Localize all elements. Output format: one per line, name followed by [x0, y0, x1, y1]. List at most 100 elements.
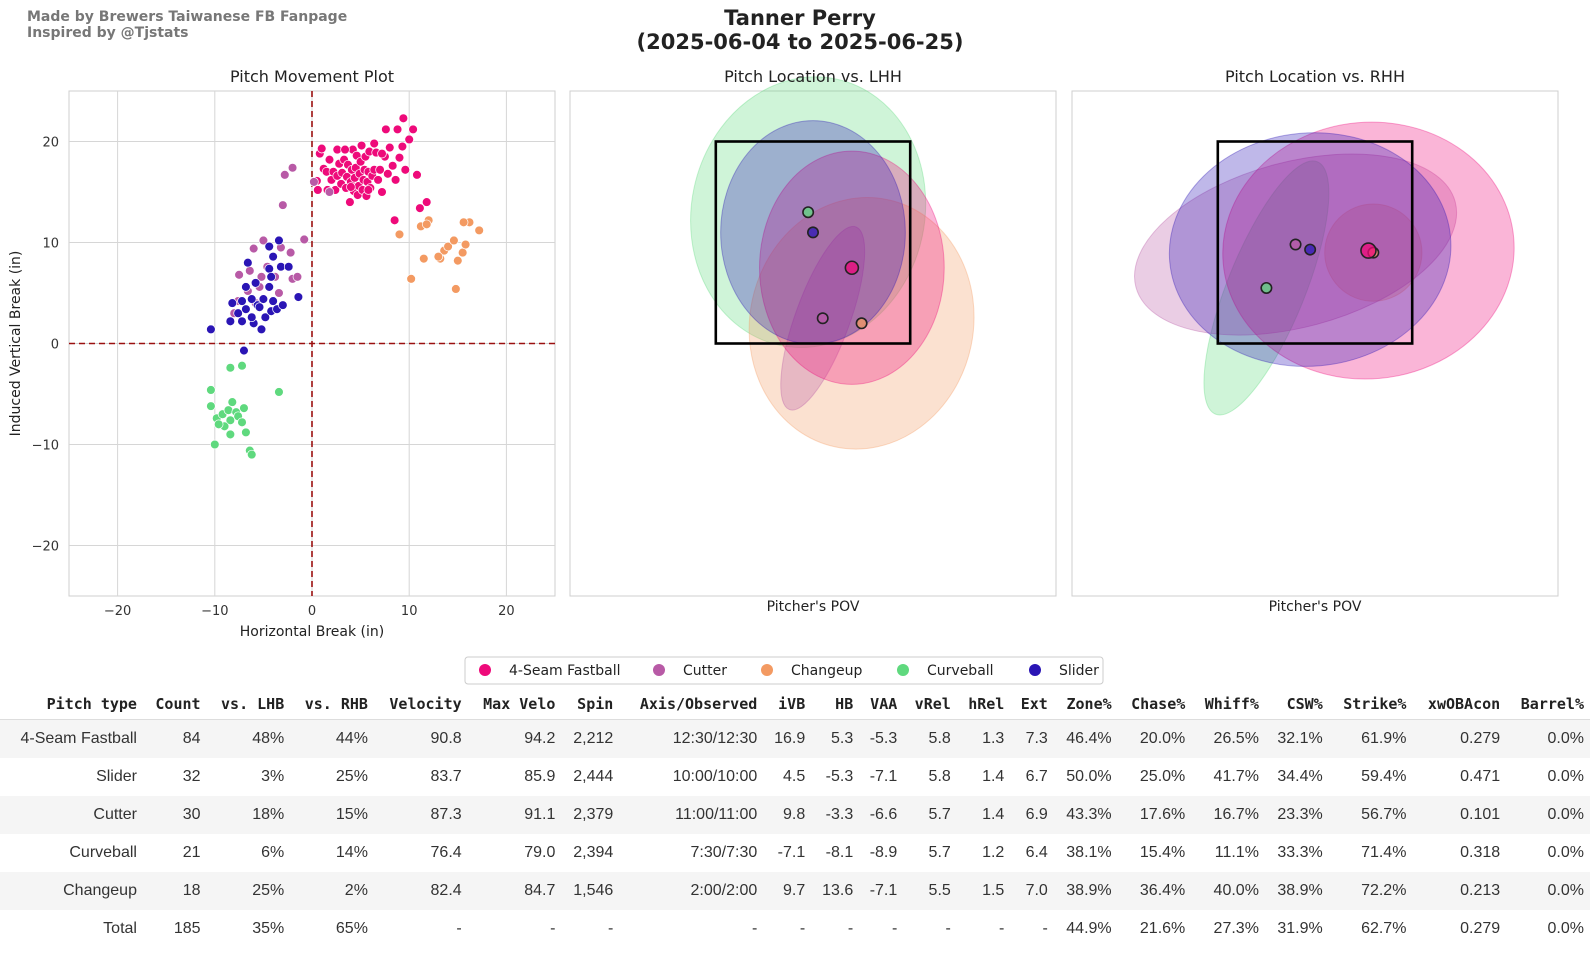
table-cell-pitch-type: Cutter: [0, 796, 143, 834]
movement-point: [227, 298, 238, 308]
column-header-vs-rhb: vs. RHB: [290, 689, 374, 720]
movement-series-curveball: [206, 360, 284, 460]
table-row: Cutter 30 18% 15% 87.3 91.1 2,379 11:00/11:00 9.…: [0, 796, 1590, 834]
movement-xtick-label: 20: [498, 604, 515, 619]
table-cell-csw: 33.3%: [1264, 834, 1329, 872]
location-mean-4-seam-fastball: [1360, 242, 1377, 259]
movement-point: [373, 175, 383, 185]
movement-point: [394, 229, 405, 240]
table-cell-vs-lhb: 48%: [206, 719, 291, 758]
table-cell-hrel: 1.2: [956, 834, 1011, 872]
table-cell-vs-lhb: 35%: [206, 910, 291, 948]
movement-point: [246, 294, 257, 304]
movement-point: [292, 272, 303, 282]
movement-point: [421, 219, 432, 230]
location-mean-curveball: [1260, 281, 1273, 294]
movement-point: [377, 148, 387, 159]
table-cell-max-velo: -: [467, 910, 562, 948]
table-cell-pitch-type: Changeup: [0, 872, 143, 910]
location-mean-curveball: [802, 206, 815, 219]
table-cell-axis-observed: 11:00/11:00: [619, 796, 764, 834]
table-row: Curveball 21 6% 14% 76.4 79.0 2,394 7:30/7:30 -7…: [0, 834, 1590, 872]
table-cell-vrel: 5.7: [903, 796, 957, 834]
table-cell-hb: 5.3: [811, 719, 860, 758]
legend-item-4-seam-fastball: 4-Seam Fastball: [479, 663, 621, 679]
table-cell-spin: 2,444: [561, 758, 620, 796]
movement-point: [268, 251, 278, 262]
movement-point: [225, 362, 236, 373]
movement-point: [258, 294, 269, 304]
movement-point: [234, 270, 244, 280]
column-header-count: Count: [142, 689, 207, 720]
table-cell-hb: -3.3: [811, 796, 860, 834]
table-cell-vaa: -7.1: [859, 758, 904, 796]
table-cell-hrel: 1.3: [956, 719, 1011, 758]
table-cell-zone: 50.0%: [1053, 758, 1118, 796]
movement-point: [421, 197, 432, 207]
table-cell-spin: 1,546: [561, 872, 620, 910]
table-cell-csw: 23.3%: [1264, 796, 1329, 834]
table-cell-strike: 72.2%: [1328, 872, 1413, 910]
movement-point: [256, 272, 267, 282]
column-header-chase: Chase%: [1117, 689, 1192, 720]
table-cell-vaa: -: [859, 910, 904, 948]
movement-ytick-label: 20: [42, 136, 59, 151]
table-cell-vrel: 5.7: [903, 834, 957, 872]
table-cell-xwobacon: 0.279: [1412, 910, 1507, 948]
table-cell-hb: -: [811, 910, 860, 948]
movement-point: [274, 387, 284, 397]
table-cell-vs-lhb: 25%: [206, 872, 291, 910]
movement-ytick-label: −10: [32, 439, 59, 454]
movement-point: [210, 439, 220, 450]
table-cell-barrel: 0.0%: [1506, 758, 1590, 796]
table-cell-csw: 32.1%: [1264, 719, 1329, 758]
movement-point: [243, 257, 253, 268]
table-cell-max-velo: 91.1: [467, 796, 562, 834]
legend-item-changeup: Changeup: [761, 663, 862, 679]
movement-point: [225, 429, 236, 440]
table-cell-axis-observed: 7:30/7:30: [619, 834, 764, 872]
legend-label: Curveball: [927, 663, 994, 679]
movement-ylabel: Induced Vertical Break (in): [8, 251, 24, 437]
column-header-csw: CSW%: [1264, 689, 1329, 720]
table-cell-vrel: 5.8: [903, 758, 957, 796]
column-header-barrel: Barrel%: [1506, 689, 1590, 720]
movement-point: [415, 203, 425, 213]
movement-point: [408, 124, 418, 135]
movement-point: [254, 302, 265, 312]
credit-line-1: Made by Brewers Taiwanese FB Fanpage: [27, 9, 348, 25]
movement-point: [443, 241, 453, 252]
column-header-hrel: hRel: [956, 689, 1011, 720]
table-cell-hb: -8.1: [811, 834, 860, 872]
location-plot-lhh-xlabel: Pitcher's POV: [767, 599, 860, 615]
movement-point: [245, 266, 255, 276]
table-cell-max-velo: 84.7: [467, 872, 562, 910]
movement-point: [383, 169, 393, 179]
movement-point: [363, 185, 374, 195]
table-cell-ext: -: [1010, 910, 1054, 948]
movement-plot-title: Pitch Movement Plot: [230, 67, 394, 86]
movement-point: [457, 247, 468, 258]
movement-point: [250, 278, 261, 288]
table-cell-velocity: -: [373, 910, 468, 948]
column-header-ivb: iVB: [763, 689, 812, 720]
table-cell-xwobacon: 0.318: [1412, 834, 1507, 872]
movement-point: [412, 170, 422, 180]
table-cell-ext: 6.4: [1010, 834, 1054, 872]
table-cell-strike: 71.4%: [1328, 834, 1413, 872]
movement-series-slider: [206, 235, 304, 356]
table-cell-vs-lhb: 3%: [206, 758, 291, 796]
table-cell-zone: 46.4%: [1053, 719, 1118, 758]
movement-ytick-label: 10: [42, 237, 59, 252]
table-cell-hrel: -: [956, 910, 1011, 948]
location-mean-cutter: [1289, 238, 1302, 251]
column-header-pitch-type: Pitch type: [0, 689, 143, 720]
movement-point: [246, 312, 257, 322]
table-cell-vs-rhb: 44%: [290, 719, 374, 758]
movement-series-changeup: [394, 215, 484, 294]
table-cell-hrel: 1.5: [956, 872, 1011, 910]
column-header-xwobacon: xwOBAcon: [1412, 689, 1507, 720]
movement-point: [237, 360, 247, 371]
column-header-axis-observed: Axis/Observed: [619, 689, 764, 720]
movement-xtick-label: 0: [308, 604, 316, 619]
